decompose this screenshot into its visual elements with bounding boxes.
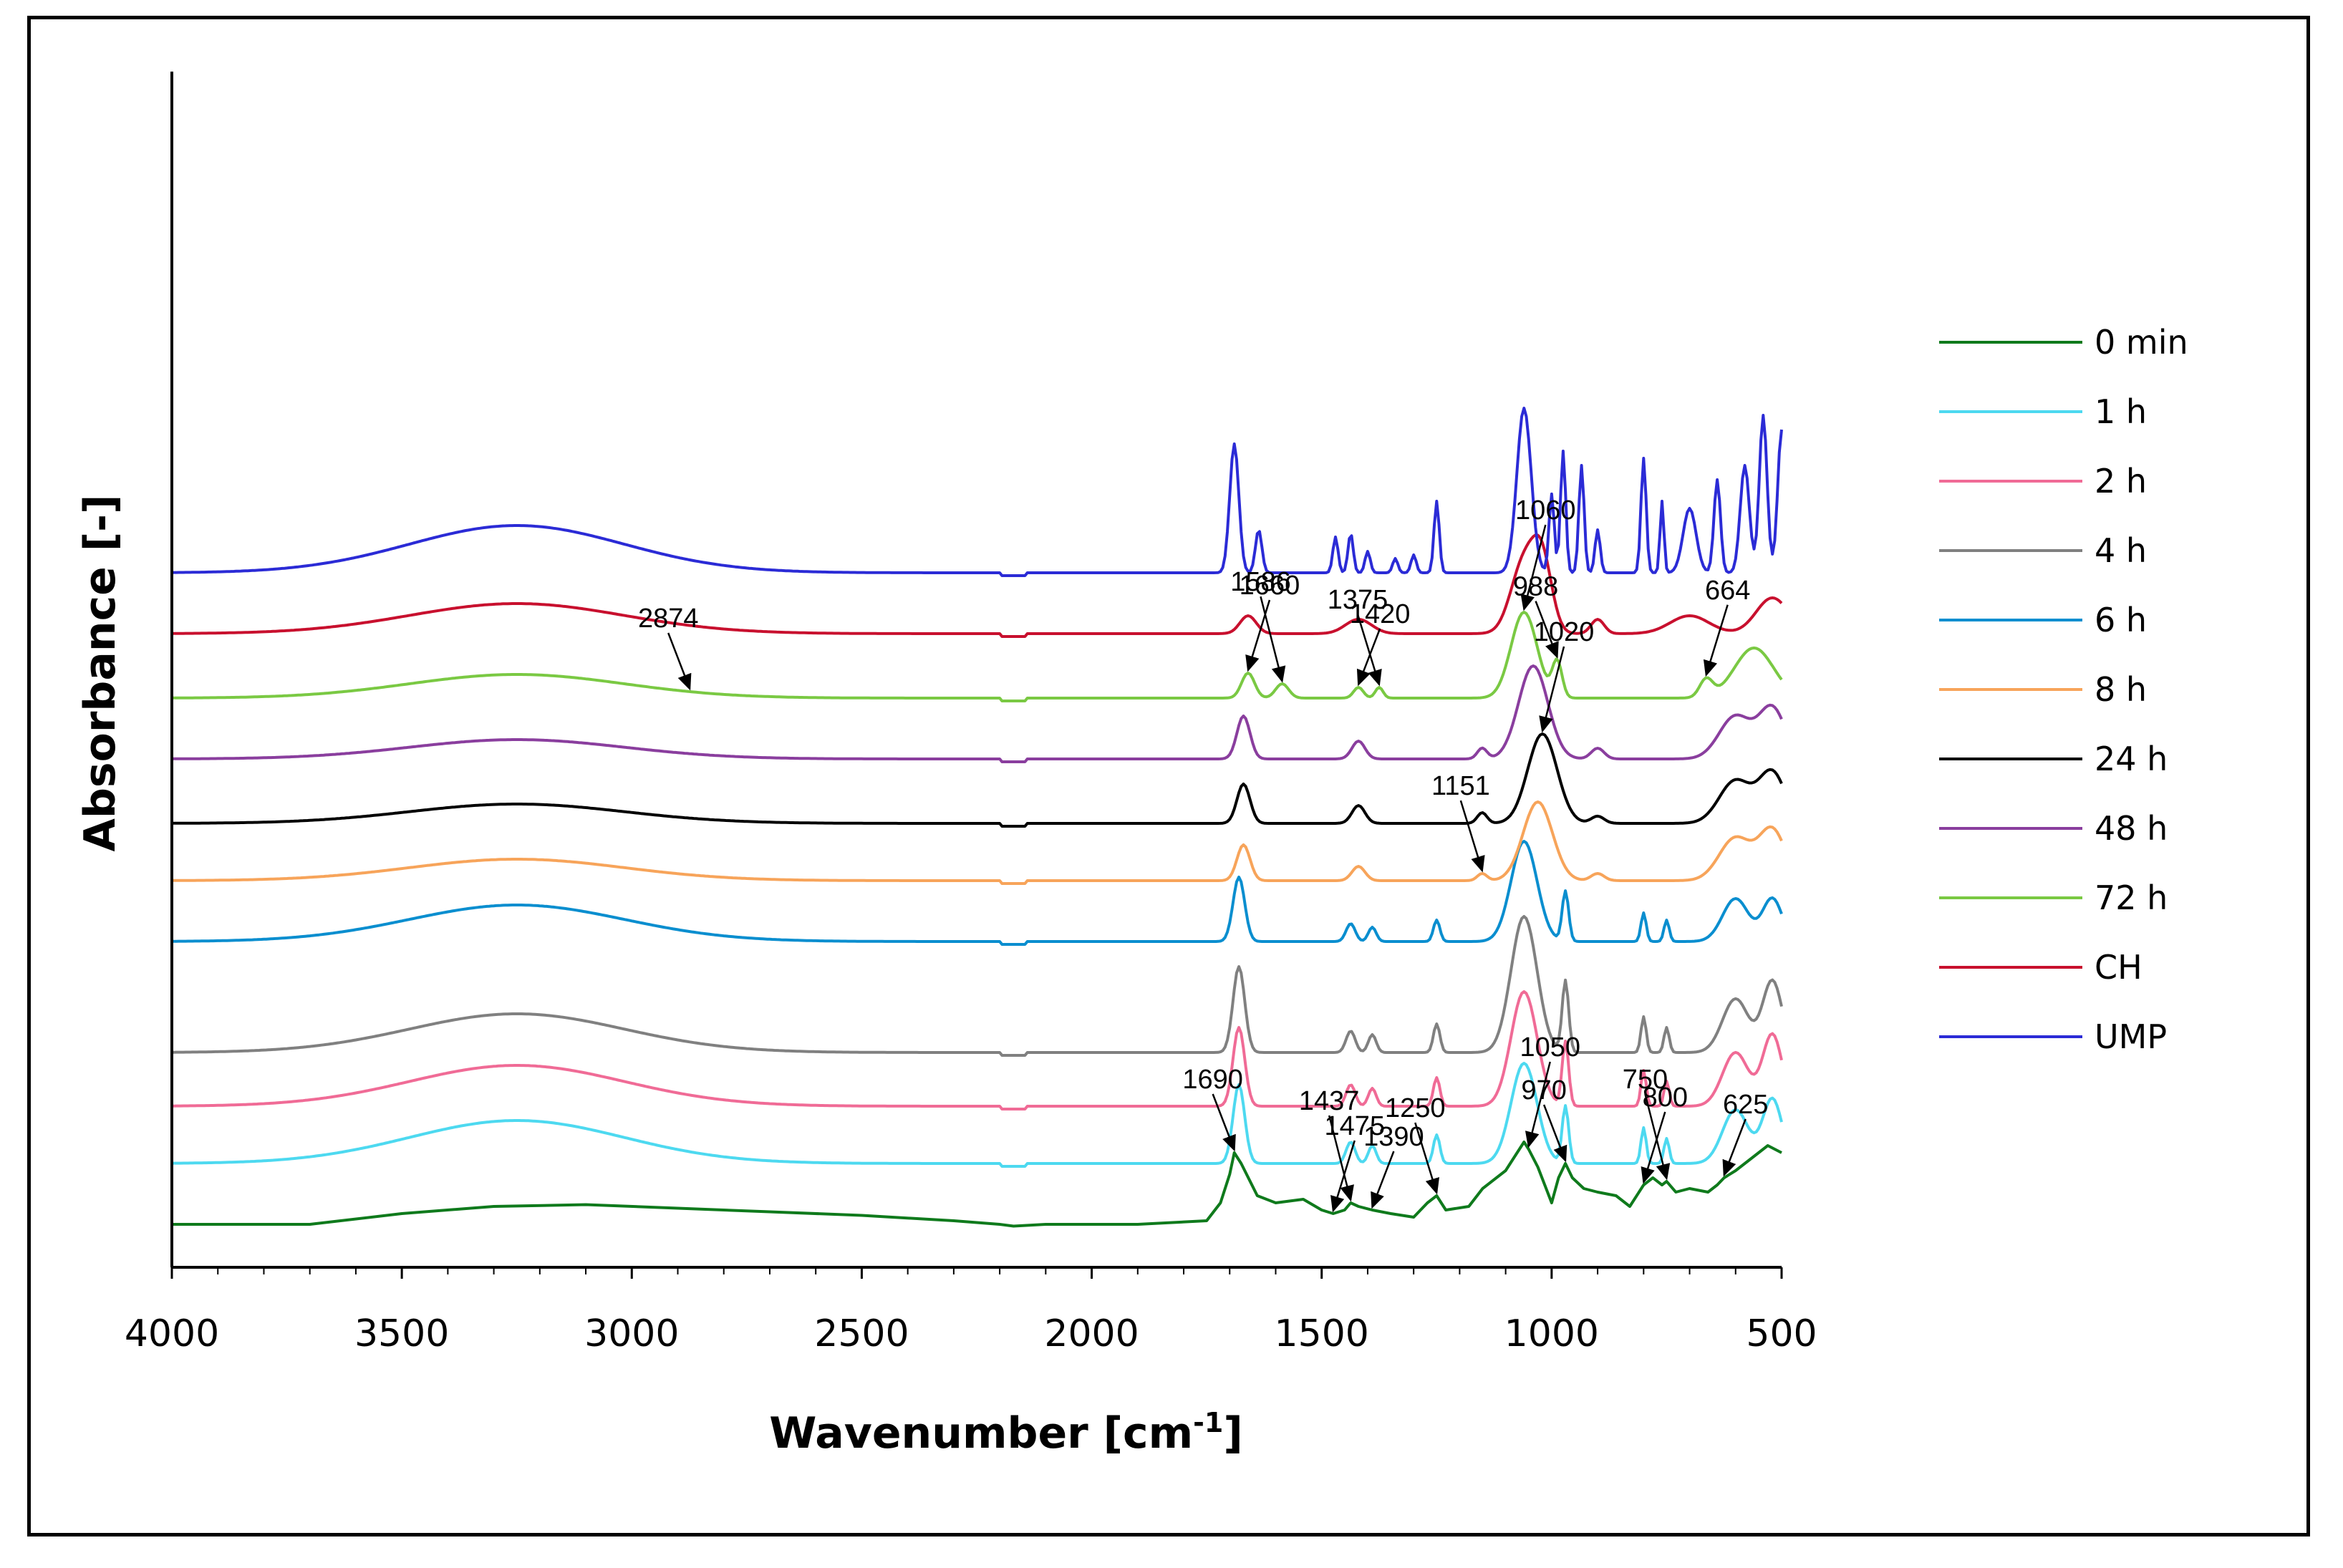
annotation-label-1586: 1586: [1230, 567, 1291, 597]
annotation-arrow-1690: [1212, 1093, 1236, 1152]
x-tick-label-1500: 1500: [1275, 1312, 1369, 1355]
annotation-arrow-800: [1641, 1111, 1666, 1184]
legend-label-1-h: 1 h: [2095, 392, 2147, 431]
legend-label-72-h: 72 h: [2095, 879, 2168, 917]
annotation-arrow-1060: [1520, 524, 1547, 611]
annotation-label-750: 750: [1623, 1065, 1668, 1095]
annotation-arrow-750: [1644, 1093, 1671, 1181]
annotation-label-1390: 1390: [1363, 1122, 1424, 1152]
annotation-arrow-1660: [1245, 599, 1271, 672]
series-line-0-min: [172, 1141, 1782, 1228]
annotation-arrow-625: [1722, 1118, 1747, 1177]
y-axis-title: Absorbance [-]: [75, 495, 125, 852]
x-tick-label-4000: 4000: [125, 1312, 219, 1355]
annotation-arrow-1437: [1328, 1115, 1354, 1202]
annotation-arrow-970: [1542, 1104, 1567, 1163]
legend-label-4-h: 4 h: [2095, 531, 2147, 570]
annotation-arrow-1586: [1260, 596, 1286, 683]
series-line-1-h: [171, 1062, 1783, 1168]
annotation-arrow-1250: [1414, 1122, 1439, 1195]
x-tick-label-500: 500: [1746, 1312, 1817, 1355]
legend-label-ch: CH: [2095, 948, 2142, 987]
annotation-arrow-664: [1703, 604, 1729, 677]
annotation-label-2874: 2874: [638, 604, 699, 634]
annotation-arrow-988: [1535, 601, 1559, 659]
x-tick-label-3500: 3500: [354, 1312, 449, 1355]
annotation-label-1375: 1375: [1328, 585, 1388, 615]
annotation-arrow-1050: [1525, 1061, 1551, 1148]
series-line-48-h: [172, 664, 1783, 763]
annotation-label-1050: 1050: [1520, 1032, 1580, 1063]
series-line-4-h: [172, 915, 1783, 1057]
x-tick-label-2000: 2000: [1044, 1312, 1139, 1355]
annotation-arrow-1151: [1459, 800, 1485, 873]
annotation-arrow-1375: [1356, 614, 1382, 687]
annotation-label-1660: 1660: [1240, 571, 1300, 601]
legend-label-8-h: 8 h: [2095, 670, 2147, 709]
legend-label-48-h: 48 h: [2095, 809, 2168, 848]
series-layer: [171, 407, 1783, 1228]
legend-label-24-h: 24 h: [2095, 740, 2168, 778]
annotation-arrow-2874: [667, 632, 692, 691]
legend-label-6-h: 6 h: [2095, 601, 2147, 639]
x-axis-title: Wavenumber [cm-1]: [769, 1407, 1243, 1458]
annotation-label-800: 800: [1643, 1083, 1688, 1113]
axis-layer: 4000 3500 3000 2500 2000 1500 1000 500: [125, 72, 1817, 1355]
annotation-arrow-1390: [1371, 1151, 1395, 1209]
annotation-label-1437: 1437: [1299, 1086, 1360, 1116]
series-line-6-h: [172, 840, 1783, 946]
annotation-label-988: 988: [1513, 572, 1558, 602]
series-line-24-h: [172, 732, 1783, 828]
x-tick-label-2500: 2500: [814, 1312, 909, 1355]
annotation-label-1060: 1060: [1515, 495, 1576, 526]
series-line-ch: [171, 533, 1783, 638]
annotation-label-1690: 1690: [1182, 1065, 1243, 1095]
annotation-arrow-1020: [1539, 646, 1565, 733]
legend-label-ump: UMP: [2095, 1017, 2167, 1056]
series-line-2-h: [172, 990, 1783, 1110]
annotation-label-1420: 1420: [1350, 599, 1411, 629]
legend: 0 min 1 h 2 h 4 h 6 h 8 h 24 h 48 h 72 h CH UMP: [1939, 323, 2188, 1056]
annotation-arrow-1420: [1356, 628, 1381, 687]
x-tick-label-3000: 3000: [584, 1312, 679, 1355]
series-line-8-h: [172, 800, 1783, 885]
annotation-label-970: 970: [1521, 1075, 1566, 1105]
figure-frame: [27, 16, 2310, 1536]
series-line-ump: [172, 407, 1783, 577]
annotation-label-625: 625: [1723, 1090, 1768, 1120]
annotation-label-664: 664: [1705, 576, 1750, 606]
x-tick-label-1000: 1000: [1504, 1312, 1599, 1355]
annotation-label-1250: 1250: [1385, 1093, 1446, 1123]
legend-label-0-min: 0 min: [2095, 323, 2188, 362]
legend-label-2-h: 2 h: [2095, 462, 2147, 500]
annotation-label-1151: 1151: [1431, 771, 1490, 801]
series-line-72-h: [172, 611, 1783, 702]
